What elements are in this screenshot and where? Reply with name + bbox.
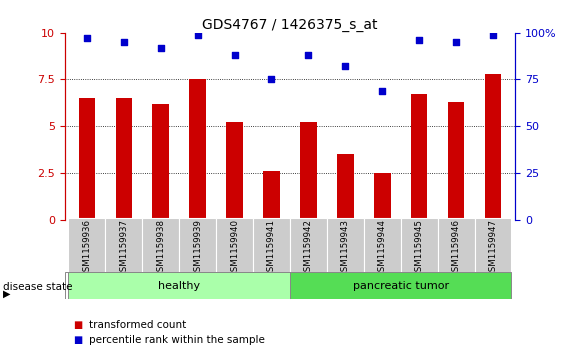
- Text: pancreatic tumor: pancreatic tumor: [352, 281, 449, 291]
- Point: [452, 39, 461, 45]
- Text: ■: ■: [73, 335, 82, 346]
- Bar: [153, 104, 169, 220]
- Bar: [327, 218, 364, 274]
- Bar: [226, 122, 243, 220]
- Text: GSM1159936: GSM1159936: [82, 220, 91, 277]
- Text: GSM1159937: GSM1159937: [119, 220, 128, 277]
- Text: GSM1159942: GSM1159942: [304, 220, 313, 277]
- Point: [304, 52, 313, 58]
- Bar: [69, 272, 290, 299]
- Point: [230, 52, 239, 58]
- Title: GDS4767 / 1426375_s_at: GDS4767 / 1426375_s_at: [202, 18, 378, 32]
- Bar: [253, 218, 290, 274]
- Text: GSM1159946: GSM1159946: [452, 220, 461, 277]
- Bar: [79, 98, 95, 220]
- Bar: [263, 171, 280, 220]
- Text: GSM1159939: GSM1159939: [193, 220, 202, 277]
- Bar: [115, 98, 132, 220]
- Bar: [337, 154, 354, 220]
- Text: GSM1159940: GSM1159940: [230, 220, 239, 277]
- Text: GSM1159947: GSM1159947: [489, 220, 498, 277]
- Point: [378, 88, 387, 94]
- Point: [119, 39, 128, 45]
- Point: [82, 35, 91, 41]
- Bar: [411, 94, 427, 220]
- Text: transformed count: transformed count: [89, 320, 186, 330]
- Text: ■: ■: [73, 320, 82, 330]
- Bar: [475, 218, 511, 274]
- Text: ▶: ▶: [3, 289, 10, 299]
- Bar: [69, 218, 105, 274]
- Text: GSM1159943: GSM1159943: [341, 220, 350, 277]
- Text: healthy: healthy: [158, 281, 200, 291]
- Point: [341, 64, 350, 69]
- Bar: [142, 218, 179, 274]
- Text: GSM1159938: GSM1159938: [156, 220, 165, 277]
- Bar: [437, 218, 475, 274]
- Bar: [374, 173, 391, 220]
- Bar: [300, 122, 317, 220]
- Bar: [364, 218, 401, 274]
- Text: disease state: disease state: [3, 282, 72, 292]
- Bar: [290, 272, 511, 299]
- Bar: [189, 79, 206, 220]
- Point: [415, 37, 424, 43]
- Text: GSM1159941: GSM1159941: [267, 220, 276, 277]
- Text: GSM1159945: GSM1159945: [415, 220, 424, 277]
- Point: [267, 77, 276, 82]
- Bar: [448, 102, 464, 220]
- Bar: [105, 218, 142, 274]
- Bar: [401, 218, 437, 274]
- Bar: [216, 218, 253, 274]
- Text: GSM1159944: GSM1159944: [378, 220, 387, 277]
- Point: [156, 45, 165, 50]
- Text: percentile rank within the sample: percentile rank within the sample: [89, 335, 265, 346]
- Bar: [179, 218, 216, 274]
- Bar: [485, 74, 501, 220]
- Point: [489, 32, 498, 37]
- Bar: [290, 218, 327, 274]
- Point: [193, 32, 202, 37]
